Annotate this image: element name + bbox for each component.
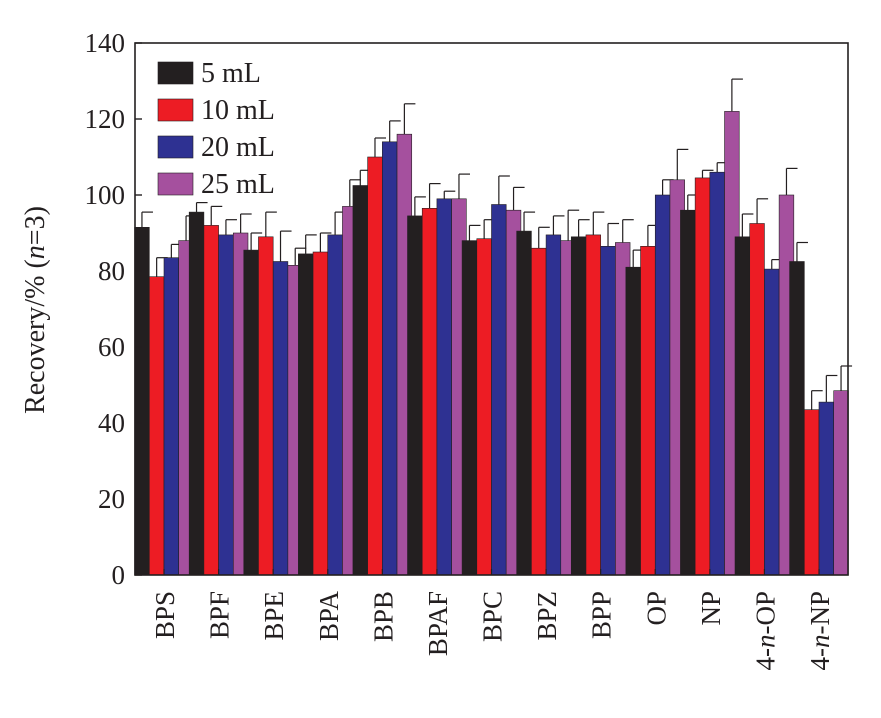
x-tick-label: BPC	[478, 591, 508, 642]
legend-swatch	[157, 135, 194, 159]
legend-label: 25 mL	[201, 169, 275, 200]
y-axis-label-main: Recovery/% (	[20, 259, 51, 414]
bar	[803, 409, 820, 576]
bar	[461, 240, 478, 576]
y-tick-label: 20	[98, 484, 125, 514]
x-tick-label: BPA	[314, 591, 344, 642]
legend-swatch	[157, 61, 194, 85]
bar	[749, 223, 765, 576]
y-tick-label: 60	[98, 332, 125, 362]
bar	[833, 390, 849, 576]
bar	[789, 261, 805, 576]
bar	[407, 215, 423, 576]
bar	[764, 268, 780, 576]
bar	[149, 276, 165, 576]
bar	[531, 247, 547, 576]
bar	[585, 234, 601, 576]
y-tick-label: 140	[85, 28, 126, 58]
x-tick-label: BPAF	[423, 591, 453, 656]
bar	[367, 156, 383, 576]
bar	[312, 251, 329, 576]
legend-swatch	[157, 172, 194, 196]
bar	[421, 208, 438, 576]
legend-label: 10 mL	[201, 95, 275, 126]
bar	[188, 211, 205, 576]
bar	[134, 227, 150, 576]
legend-label: 5 mL	[201, 58, 261, 89]
bar	[218, 234, 234, 576]
bar	[516, 230, 532, 576]
x-tick-label: NP	[696, 591, 726, 626]
bar	[545, 234, 562, 576]
y-tick-label: 40	[98, 408, 125, 438]
x-tick-label: BPF	[205, 591, 235, 639]
x-tick-label: BPZ	[532, 591, 562, 641]
bar	[709, 171, 725, 576]
bar	[272, 261, 289, 576]
bar	[327, 234, 343, 576]
bar	[163, 257, 179, 576]
bar	[694, 177, 711, 576]
bar	[436, 198, 452, 576]
x-tick-label: 4-n-OP	[750, 591, 780, 671]
y-tick-label: 120	[85, 104, 126, 134]
bar	[203, 225, 219, 576]
bar	[352, 185, 368, 576]
bar	[476, 238, 492, 576]
bar	[654, 194, 671, 576]
x-tick-label: 4-n-NP	[805, 591, 835, 671]
bar	[243, 249, 259, 576]
x-tick-label: BPS	[150, 591, 180, 639]
y-tick-label: 100	[85, 180, 126, 210]
y-axis-label-tail: =3)	[20, 206, 51, 245]
bar	[491, 204, 507, 576]
bar	[818, 401, 834, 576]
x-tick-label: BPE	[259, 591, 289, 641]
bar	[625, 266, 641, 576]
bar	[734, 236, 751, 576]
x-tick-label: BPB	[368, 591, 398, 642]
legend-label: 20 mL	[201, 132, 275, 163]
bar	[382, 141, 398, 576]
x-tick-label: BPP	[587, 591, 617, 639]
bar	[680, 209, 696, 576]
y-axis-label: Recovery/% (n=3)	[20, 206, 51, 414]
y-tick-label: 0	[112, 560, 126, 590]
y-tick-label: 80	[98, 256, 125, 286]
legend-swatch	[157, 98, 194, 122]
bar	[570, 236, 587, 576]
x-tick-label: OP	[641, 591, 671, 626]
bar	[298, 253, 314, 576]
y-axis-label-italic: n	[20, 245, 51, 259]
bar	[600, 246, 616, 576]
bar	[258, 236, 274, 576]
bar	[640, 246, 656, 576]
